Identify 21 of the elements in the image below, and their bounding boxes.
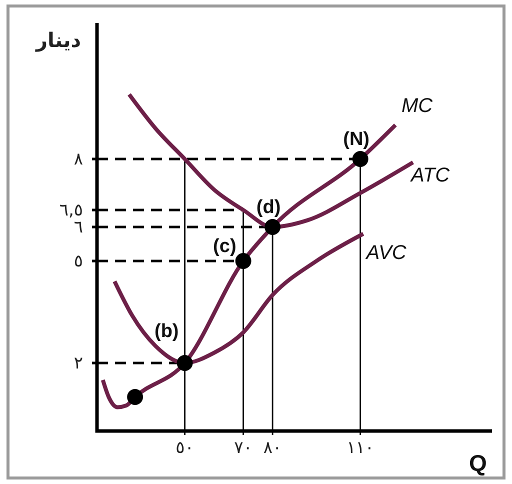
point [127, 389, 144, 405]
point [352, 151, 368, 167]
x-tick-label: ٥٠ [176, 438, 194, 458]
point [235, 253, 252, 269]
y-tick-label: ٨ [74, 149, 83, 170]
y-tick-label: ٢ [74, 353, 83, 374]
y-tick-label: ٥ [74, 251, 83, 272]
annotation: (N) [343, 129, 370, 150]
annotation: (b) [154, 321, 179, 342]
annotation: (d) [256, 197, 281, 218]
series-label: MC [401, 95, 434, 117]
x-tick-label: ٨٠ [263, 438, 282, 458]
series-label: AVC [365, 242, 407, 264]
series-label: ATC [410, 164, 450, 186]
x-tick-label: ١١٠ [346, 438, 374, 458]
point [264, 219, 281, 235]
x-axis-title: Q [469, 450, 487, 476]
x-tick-label: ٧٠ [234, 438, 252, 458]
y-axis-title: دينار [35, 28, 81, 52]
annotation: (c) [213, 236, 236, 257]
point [176, 355, 193, 371]
